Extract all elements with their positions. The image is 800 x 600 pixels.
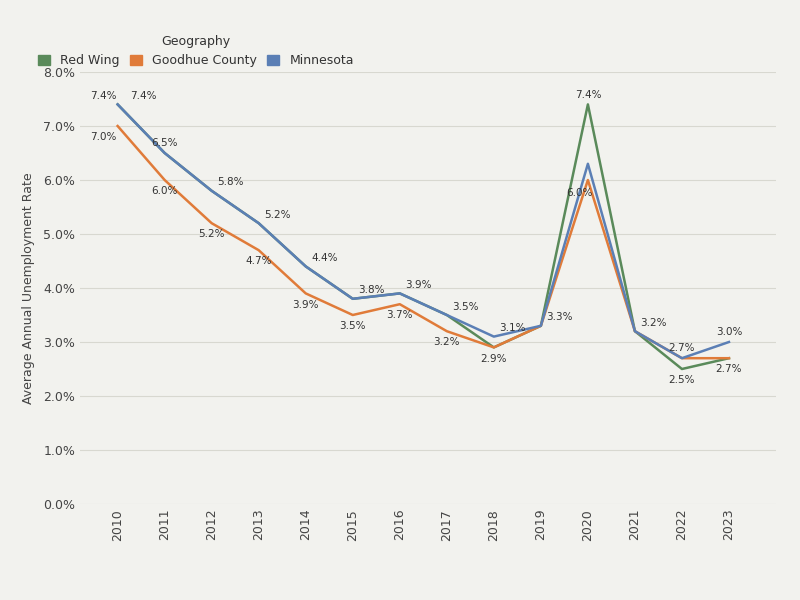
Goodhue County [724, 355, 734, 362]
Text: 4.4%: 4.4% [311, 253, 338, 263]
Goodhue County [254, 247, 263, 254]
Text: 2.9%: 2.9% [481, 353, 507, 364]
Minnesota [395, 290, 405, 297]
Minnesota [160, 149, 170, 157]
Minnesota [489, 333, 498, 340]
Minnesota [301, 263, 310, 270]
Red Wing [583, 101, 593, 108]
Goodhue County [536, 322, 546, 329]
Text: 7.4%: 7.4% [130, 91, 157, 101]
Text: 5.8%: 5.8% [218, 178, 244, 187]
Red Wing [113, 101, 122, 108]
Goodhue County [113, 122, 122, 130]
Minnesota [583, 160, 593, 167]
Red Wing [395, 290, 405, 297]
Red Wing [442, 311, 452, 319]
Red Wing [207, 187, 217, 194]
Text: 4.7%: 4.7% [246, 256, 272, 266]
Red Wing [724, 355, 734, 362]
Legend: Red Wing, Goodhue County, Minnesota: Red Wing, Goodhue County, Minnesota [38, 35, 354, 67]
Goodhue County [348, 311, 358, 319]
Goodhue County [583, 176, 593, 184]
Text: 3.3%: 3.3% [546, 313, 573, 322]
Red Wing [348, 295, 358, 302]
Red Wing [254, 220, 263, 227]
Text: 3.5%: 3.5% [452, 302, 479, 311]
Text: 7.0%: 7.0% [90, 132, 116, 142]
Goodhue County [677, 355, 686, 362]
Minnesota [630, 328, 640, 335]
Red Wing [536, 322, 546, 329]
Minnesota [113, 101, 122, 108]
Text: 6.0%: 6.0% [566, 187, 593, 197]
Goodhue County [160, 176, 170, 184]
Text: 2.7%: 2.7% [669, 343, 695, 353]
Line: Red Wing: Red Wing [118, 104, 729, 369]
Text: 3.7%: 3.7% [386, 310, 413, 320]
Text: 6.5%: 6.5% [151, 138, 178, 148]
Minnesota [442, 311, 452, 319]
Minnesota [677, 355, 686, 362]
Red Wing [160, 149, 170, 157]
Red Wing [677, 365, 686, 373]
Line: Goodhue County: Goodhue County [118, 126, 729, 358]
Text: 2.5%: 2.5% [669, 375, 695, 385]
Text: 3.5%: 3.5% [339, 321, 366, 331]
Red Wing [489, 344, 498, 351]
Goodhue County [442, 328, 452, 335]
Text: 3.1%: 3.1% [499, 323, 526, 333]
Text: 3.8%: 3.8% [358, 286, 385, 295]
Text: 5.2%: 5.2% [198, 229, 225, 239]
Goodhue County [207, 220, 217, 227]
Red Wing [630, 328, 640, 335]
Goodhue County [630, 328, 640, 335]
Text: 5.2%: 5.2% [264, 210, 290, 220]
Text: 3.2%: 3.2% [434, 337, 460, 347]
Line: Minnesota: Minnesota [118, 104, 729, 358]
Goodhue County [395, 301, 405, 308]
Minnesota [207, 187, 217, 194]
Text: 3.0%: 3.0% [716, 327, 742, 337]
Text: 3.2%: 3.2% [641, 318, 667, 328]
Goodhue County [489, 344, 498, 351]
Y-axis label: Average Annual Unemployment Rate: Average Annual Unemployment Rate [22, 172, 35, 404]
Text: 7.4%: 7.4% [90, 91, 116, 101]
Text: 3.9%: 3.9% [293, 299, 319, 310]
Text: 3.9%: 3.9% [406, 280, 432, 290]
Minnesota [724, 338, 734, 346]
Minnesota [536, 322, 546, 329]
Text: 2.7%: 2.7% [716, 364, 742, 374]
Minnesota [348, 295, 358, 302]
Minnesota [254, 220, 263, 227]
Text: 7.4%: 7.4% [574, 89, 601, 100]
Text: 6.0%: 6.0% [151, 186, 178, 196]
Goodhue County [301, 290, 310, 297]
Red Wing [301, 263, 310, 270]
